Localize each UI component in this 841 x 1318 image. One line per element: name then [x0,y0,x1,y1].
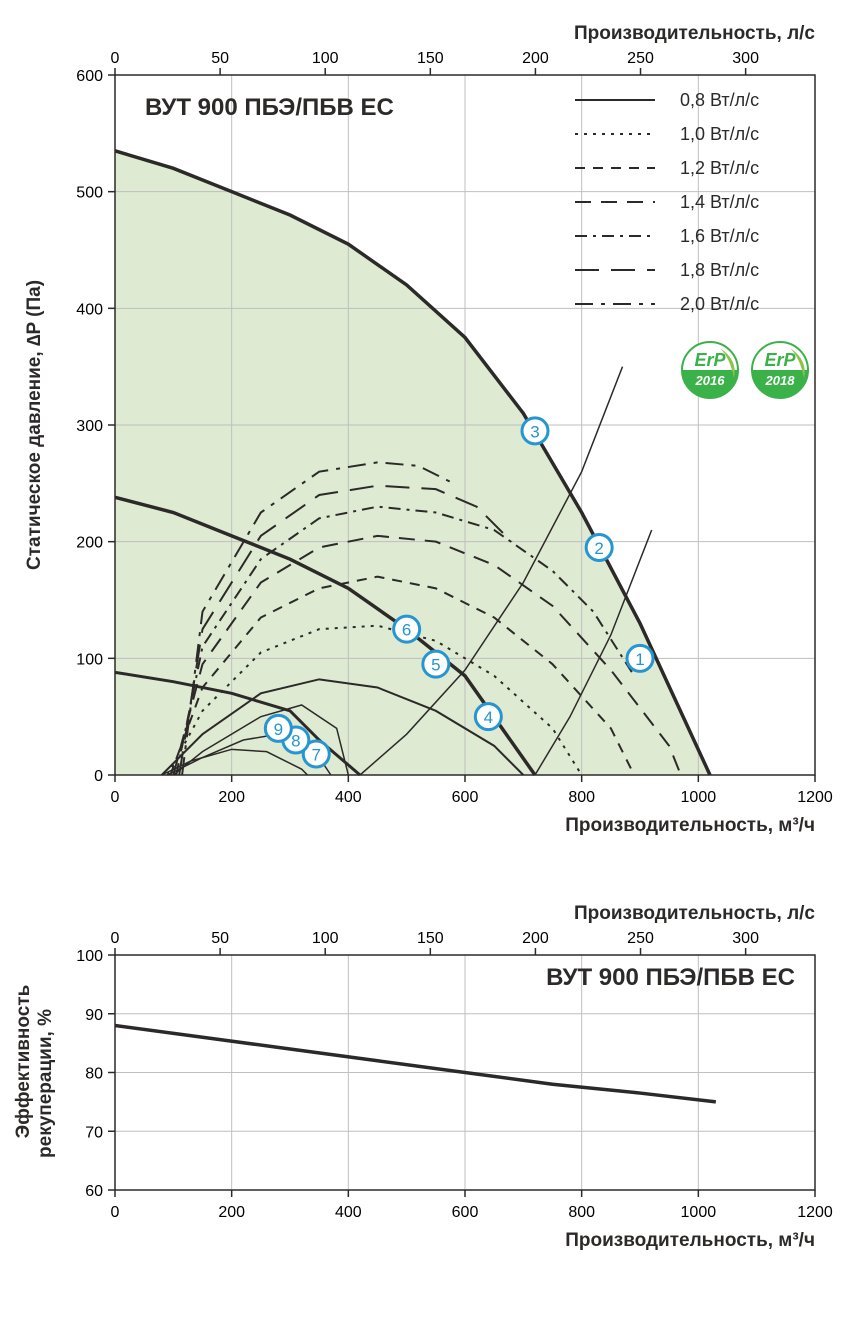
svg-text:1000: 1000 [681,1204,717,1221]
svg-text:0: 0 [111,50,120,67]
x-top-label: Производительность, л/с [574,23,815,44]
svg-text:50: 50 [211,930,229,947]
svg-text:1200: 1200 [797,1204,833,1221]
legend-label: 1,0 Вт/л/с [680,124,759,144]
x-top-label-2: Производительность, л/с [574,903,815,924]
y-label-2: рекуперации, % [35,1009,56,1158]
svg-text:600: 600 [452,1204,479,1221]
svg-text:80: 80 [85,1066,103,1083]
point-marker-label: 7 [312,746,321,765]
svg-text:50: 50 [211,50,229,67]
legend-label: 1,2 Вт/л/с [680,158,759,178]
point-marker-label: 1 [635,650,644,669]
point-marker-label: 5 [431,656,440,675]
svg-text:60: 60 [85,1183,103,1200]
svg-text:250: 250 [627,930,654,947]
svg-text:200: 200 [522,50,549,67]
legend-label: 1,8 Вт/л/с [680,260,759,280]
erp-text: ErP [764,350,796,370]
svg-text:0: 0 [94,768,103,785]
legend-label: 2,0 Вт/л/с [680,294,759,314]
svg-text:200: 200 [76,535,103,552]
svg-text:200: 200 [218,1204,245,1221]
charts-svg: 0200400600800100012000501001502002503000… [10,10,841,1308]
svg-text:90: 90 [85,1007,103,1024]
legend-label: 0,8 Вт/л/с [680,90,759,110]
chart1-title: ВУТ 900 ПБЭ/ПБВ ЕС [145,94,394,121]
svg-text:200: 200 [218,789,245,806]
svg-text:800: 800 [568,1204,595,1221]
erp-year: 2018 [765,373,796,388]
svg-text:400: 400 [335,1204,362,1221]
chart2-title: ВУТ 900 ПБЭ/ПБВ ЕС [546,964,795,991]
point-marker-label: 2 [594,539,603,558]
svg-text:300: 300 [732,50,759,67]
svg-text:0: 0 [111,1204,120,1221]
svg-text:400: 400 [335,789,362,806]
svg-text:100: 100 [312,930,339,947]
point-marker-label: 6 [402,621,411,640]
legend-label: 1,4 Вт/л/с [680,192,759,212]
y-label-2: Эффективность [13,985,34,1139]
svg-text:100: 100 [312,50,339,67]
svg-text:300: 300 [732,930,759,947]
svg-text:1000: 1000 [681,789,717,806]
svg-text:800: 800 [568,789,595,806]
x-bottom-label: Производительность, м³/ч [565,815,815,836]
svg-text:150: 150 [417,930,444,947]
svg-text:500: 500 [76,185,103,202]
point-marker-label: 9 [274,720,283,739]
x-bottom-label-2: Производительность, м³/ч [565,1230,815,1251]
svg-text:600: 600 [76,68,103,85]
svg-text:250: 250 [627,50,654,67]
svg-text:0: 0 [111,789,120,806]
svg-text:300: 300 [76,418,103,435]
legend-label: 1,6 Вт/л/с [680,226,759,246]
svg-text:0: 0 [111,930,120,947]
y-label: Статическое давление, ∆P (Па) [24,280,45,570]
point-marker-label: 8 [291,732,300,751]
erp-text: ErP [694,350,726,370]
svg-text:100: 100 [76,651,103,668]
svg-text:400: 400 [76,301,103,318]
svg-text:600: 600 [452,789,479,806]
efficiency-curve [115,1026,716,1102]
point-marker-label: 3 [530,422,539,441]
svg-text:1200: 1200 [797,789,833,806]
svg-text:70: 70 [85,1124,103,1141]
svg-text:150: 150 [417,50,444,67]
svg-text:200: 200 [522,930,549,947]
erp-year: 2016 [695,373,726,388]
point-marker-label: 4 [484,708,493,727]
svg-text:100: 100 [76,948,103,965]
